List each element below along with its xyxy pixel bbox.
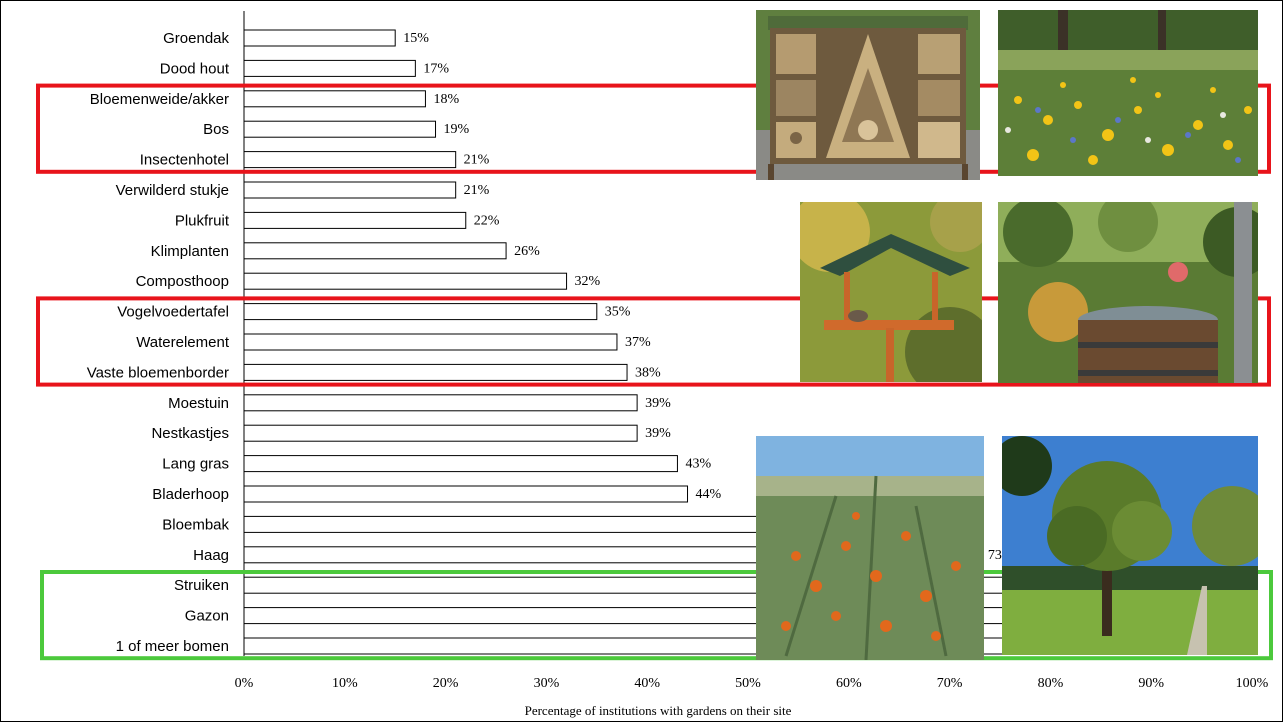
x-tick-label: 50% (735, 676, 761, 691)
category-label: Bloemenweide/akker (90, 91, 229, 108)
x-tick-label: 70% (937, 676, 963, 691)
category-label: Nestkastjes (151, 425, 229, 442)
x-tick-label: 100% (1236, 676, 1269, 691)
category-label: Waterelement (136, 334, 230, 351)
category-label: 1 of meer bomen (116, 638, 229, 655)
category-label: Groendak (163, 30, 229, 47)
bar (243, 151, 457, 169)
data-label: 18% (433, 92, 459, 107)
bar (243, 242, 507, 260)
x-tick-label: 30% (534, 676, 560, 691)
bar (243, 181, 457, 199)
category-label: Gazon (185, 608, 229, 625)
x-tick-label: 0% (235, 676, 254, 691)
data-label: 19% (444, 122, 470, 137)
bar (243, 59, 416, 77)
category-label: Plukfruit (175, 212, 230, 229)
bar (243, 394, 638, 412)
data-label: 43% (685, 457, 711, 472)
category-label: Lang gras (162, 456, 229, 473)
bar (243, 303, 598, 321)
data-label: 73 (988, 548, 1002, 563)
data-label: 38% (635, 365, 661, 380)
bar (243, 211, 467, 229)
data-label: 39% (645, 396, 671, 411)
x-tick-label: 80% (1038, 676, 1064, 691)
category-label: Vaste bloemenborder (87, 364, 229, 381)
bar (243, 90, 426, 108)
highlight-box (36, 83, 1271, 174)
bar (243, 333, 618, 351)
category-label: Bloembak (162, 516, 229, 533)
data-label: 35% (605, 305, 631, 320)
sea-buckthorn-shrub-photo (756, 436, 984, 660)
category-label: Verwilderd stukje (116, 182, 229, 199)
category-label: Vogelvoedertafel (117, 304, 229, 321)
data-label: 15% (403, 31, 429, 46)
data-label: 21% (464, 183, 490, 198)
category-label: Struiken (174, 577, 229, 594)
flower-meadow-photo (998, 10, 1258, 176)
bar (243, 455, 678, 473)
highlight-box (40, 570, 1273, 661)
data-label: 26% (514, 244, 540, 259)
data-label: 32% (575, 274, 601, 289)
bar (243, 29, 396, 47)
category-label: Klimplanten (151, 243, 229, 260)
category-label: Dood hout (160, 60, 230, 77)
bird-feeder-photo (800, 202, 982, 382)
bar (243, 485, 689, 503)
x-tick-label: 20% (433, 676, 459, 691)
data-label: 39% (645, 426, 671, 441)
data-label: 44% (696, 487, 722, 502)
x-tick-label: 60% (836, 676, 862, 691)
x-tick-label: 40% (634, 676, 660, 691)
category-label: Bladerhoop (152, 486, 229, 503)
x-tick-label: 10% (332, 676, 358, 691)
bar (243, 424, 638, 442)
bar (243, 515, 830, 533)
category-label: Bos (203, 121, 229, 138)
bar (243, 363, 628, 381)
data-label: 37% (625, 335, 651, 350)
category-label: Haag (193, 547, 229, 564)
bar (243, 120, 437, 138)
insect-hotel-photo (756, 10, 980, 180)
highlight-box (36, 296, 1271, 387)
category-label: Moestuin (168, 395, 229, 412)
category-label: Composthoop (136, 273, 229, 290)
data-label: 21% (464, 153, 490, 168)
bar (243, 272, 568, 290)
tree-on-lawn-photo (1002, 436, 1258, 655)
x-axis-title: Percentage of institutions with gardens … (525, 703, 792, 718)
category-label: Insectenhotel (140, 152, 229, 169)
data-label: 17% (423, 61, 449, 76)
data-label: 22% (474, 213, 500, 228)
x-tick-label: 90% (1138, 676, 1164, 691)
water-barrel-garden-photo (998, 202, 1258, 383)
